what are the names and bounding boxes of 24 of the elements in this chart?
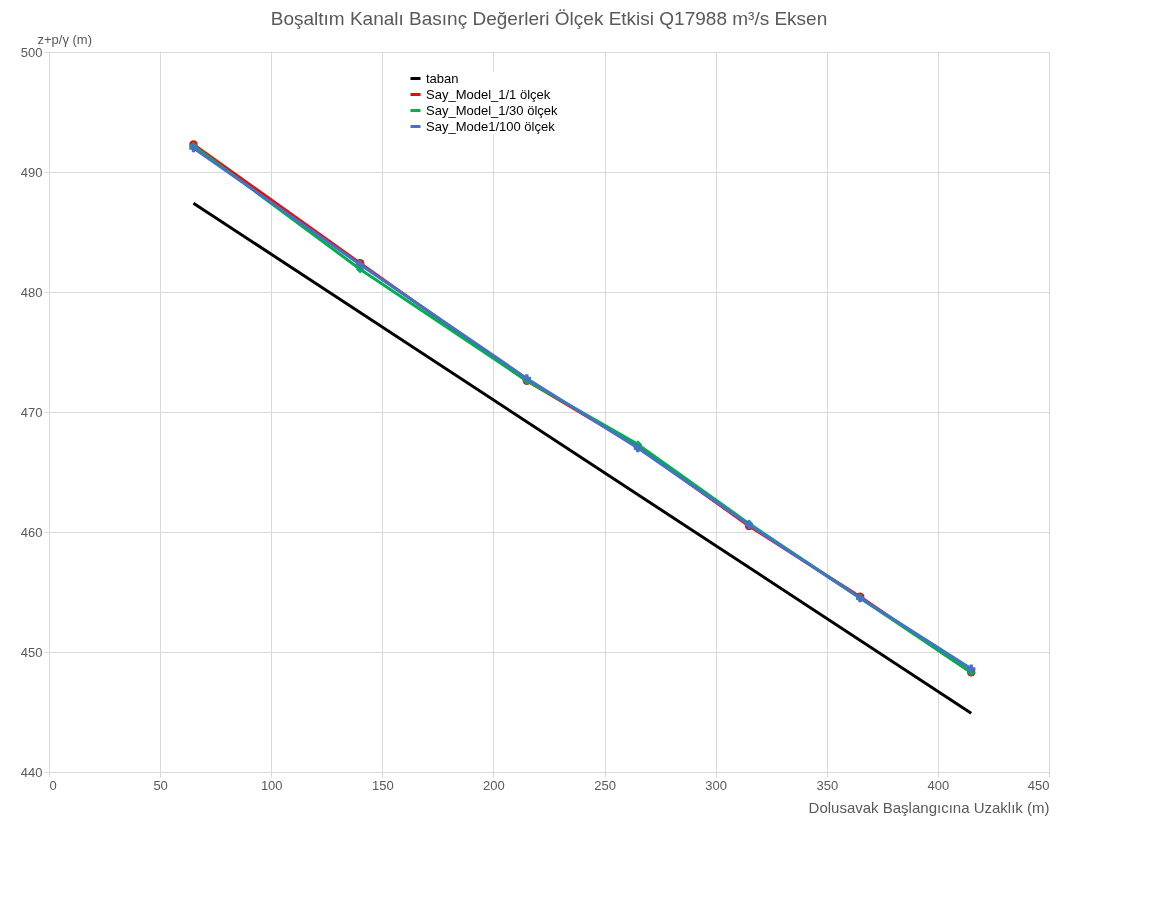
y-tick-label: 480 xyxy=(20,284,43,300)
x-tick-label: 100 xyxy=(260,777,283,793)
legend-label: Say_Mode1/100 ölçek xyxy=(426,118,556,134)
legend-label: taban xyxy=(426,70,459,86)
y-tick-label: 450 xyxy=(20,644,43,660)
x-tick-label: 150 xyxy=(371,777,394,793)
x-tick-label: 50 xyxy=(153,777,168,793)
legend-label: Say_Model_1/30 ölçek xyxy=(426,102,559,118)
x-axis-title: Dolusavak Başlangıcına Uzaklık (m) xyxy=(808,798,1050,816)
x-tick-label: 250 xyxy=(594,777,616,793)
legend-label: Say_Model_1/1 ölçek xyxy=(426,86,551,102)
y-tick-label: 460 xyxy=(20,524,43,540)
y-tick-label: 500 xyxy=(20,44,43,60)
x-tick-label: 450 xyxy=(1027,777,1050,793)
y-tick-label: 440 xyxy=(20,764,43,780)
y-axis-title: z+p/γ (m) xyxy=(37,31,93,47)
x-tick-label: 200 xyxy=(483,777,505,793)
x-tick-label: 400 xyxy=(927,777,950,793)
x-tick-label: 0 xyxy=(49,777,57,793)
x-tick-label: 300 xyxy=(705,777,728,793)
chart-title: Boşaltım Kanalı Basınç Değerleri Ölçek Etkisi Q17988 m³/s Eksen xyxy=(270,8,828,29)
x-tick-label: 350 xyxy=(816,777,839,793)
y-tick-label: 490 xyxy=(20,164,43,180)
y-tick-label: 470 xyxy=(20,404,43,420)
